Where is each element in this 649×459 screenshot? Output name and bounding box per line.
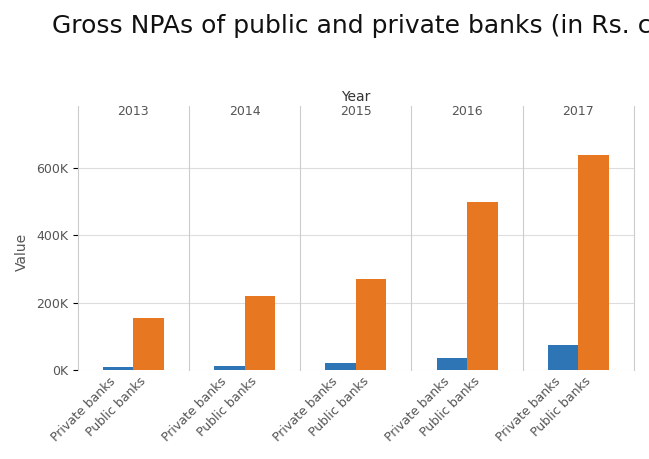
- Bar: [578, 155, 609, 370]
- Text: 2016: 2016: [451, 105, 483, 118]
- Bar: [103, 367, 133, 370]
- Bar: [245, 296, 275, 370]
- Text: 2013: 2013: [117, 105, 149, 118]
- Bar: [467, 202, 498, 370]
- Text: 2017: 2017: [563, 105, 594, 118]
- Bar: [437, 358, 467, 370]
- Bar: [214, 366, 245, 370]
- Text: 2014: 2014: [228, 105, 260, 118]
- Bar: [325, 363, 356, 370]
- Text: 2015: 2015: [340, 105, 372, 118]
- Text: Year: Year: [341, 90, 371, 104]
- Y-axis label: Value: Value: [15, 233, 29, 271]
- Bar: [548, 345, 578, 370]
- Bar: [133, 318, 164, 370]
- Text: Gross NPAs of public and private banks (in Rs. crore): Gross NPAs of public and private banks (…: [52, 14, 649, 38]
- Bar: [356, 279, 386, 370]
